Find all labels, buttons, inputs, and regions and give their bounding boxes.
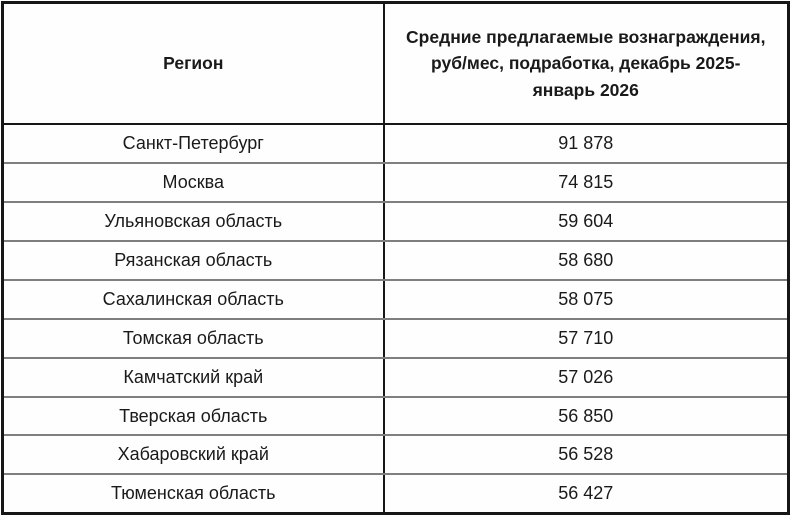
region-cell: Рязанская область — [2, 240, 384, 281]
table-row: Томская область 57 710 — [2, 318, 789, 359]
region-cell: Москва — [2, 162, 384, 203]
region-cell: Тверская область — [2, 396, 384, 437]
value-cell: 58 680 — [382, 240, 789, 281]
value-cell: 58 075 — [382, 279, 789, 320]
table-row: Тюменская область 56 427 — [3, 474, 789, 514]
region-cell: Ульяновская область — [2, 201, 384, 242]
table-row: Санкт-Петербург 91 878 — [2, 123, 789, 164]
value-cell: 74 815 — [382, 162, 789, 203]
value-cell: 57 026 — [382, 357, 789, 398]
value-cell: 57 710 — [382, 318, 789, 359]
table-row: Ульяновская область 59 604 — [2, 201, 789, 242]
region-cell: Санкт-Петербург — [2, 123, 384, 164]
column-header-value: Средние предлагаемые вознаграждения, руб… — [382, 1, 790, 125]
table-row: Камчатский край 57 026 — [2, 357, 789, 398]
table-row: Рязанская область 58 680 — [2, 240, 789, 281]
value-cell: 56 850 — [382, 396, 789, 437]
value-cell: 91 878 — [382, 123, 789, 164]
region-cell: Тюменская область — [110, 483, 276, 504]
table-row: Тверская область 56 850 — [2, 396, 789, 437]
region-cell: Томская область — [2, 318, 384, 359]
region-cell: Камчатский край — [2, 357, 384, 398]
table-row: Хабаровский край 56 528 — [2, 435, 789, 476]
value-cell: 56 528 — [382, 435, 789, 476]
region-cell: Сахалинская область — [2, 279, 384, 320]
region-cell: Хабаровский край — [2, 435, 384, 476]
value-cell: 56 427 — [382, 474, 789, 514]
table-row: Москва 74 815 — [2, 162, 789, 203]
column-header-value-label: Средние предлагаемые вознаграждения, руб… — [406, 27, 766, 100]
value-cell: 59 604 — [382, 201, 789, 242]
table-header-row: Регион Средние предлагаемые вознагражден… — [1, 1, 790, 125]
column-header-region: Регион — [1, 1, 385, 125]
table-row: Сахалинская область 58 075 — [2, 279, 789, 320]
